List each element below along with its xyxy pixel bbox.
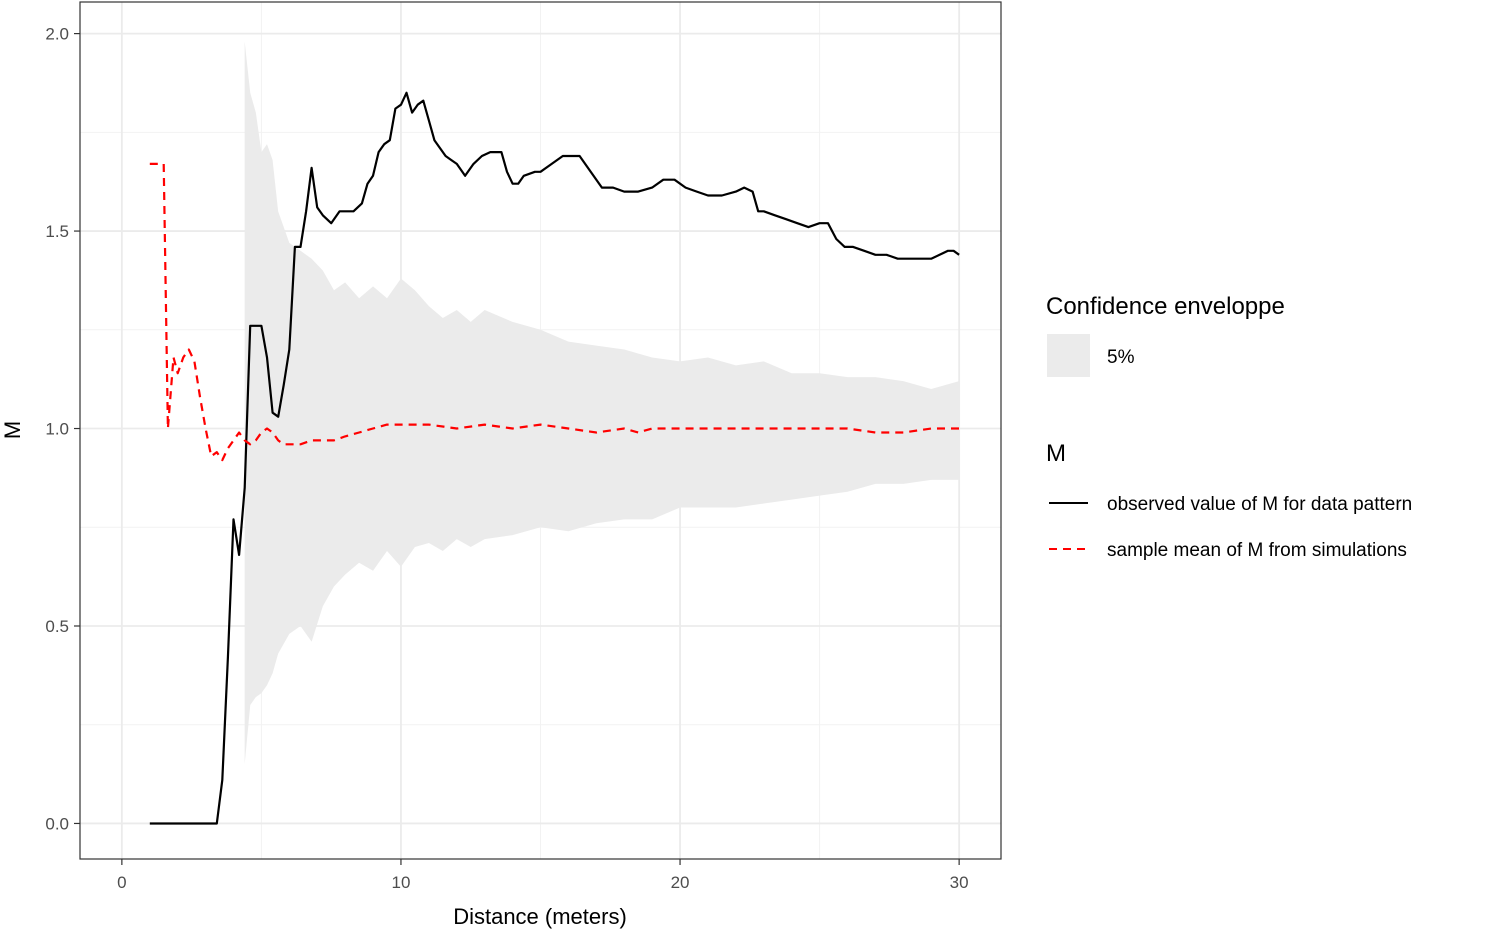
y-tick-label: 0.5 <box>45 617 69 636</box>
series-layer <box>149 91 960 825</box>
y-axis-ticks: 0.0 0.5 1.0 1.5 2.0 <box>45 25 80 833</box>
x-axis-ticks: 0 10 20 30 <box>117 859 969 892</box>
legend-title-envelope: Confidence enveloppe <box>1046 293 1285 320</box>
x-tick-label: 10 <box>391 873 410 892</box>
legend-label-envelope: 5% <box>1107 347 1135 368</box>
legend-title-m: M <box>1046 440 1066 467</box>
legend-key-envelope-fill <box>1047 334 1090 377</box>
series-line-observed <box>149 91 960 825</box>
y-tick-label: 1.5 <box>45 222 69 241</box>
confidence-envelope-layer <box>244 41 960 765</box>
legend: Confidence enveloppe 5% M observed value… <box>1046 293 1412 561</box>
series-line-simulated-mean <box>149 162 960 462</box>
x-tick-label: 30 <box>950 873 969 892</box>
y-axis-title: M <box>0 421 25 439</box>
confidence-envelope <box>244 41 960 765</box>
legend-label-simulated-mean: sample mean of M from simulations <box>1107 540 1407 561</box>
x-axis-title: Distance (meters) <box>453 904 627 929</box>
x-tick-label: 20 <box>671 873 690 892</box>
plot-panel-border <box>79 1 1002 860</box>
y-tick-label: 2.0 <box>45 25 69 44</box>
y-tick-label: 0.0 <box>45 814 69 833</box>
x-tick-label: 0 <box>117 873 126 892</box>
legend-label-observed: observed value of M for data pattern <box>1107 494 1412 515</box>
y-tick-label: 1.0 <box>45 420 69 439</box>
